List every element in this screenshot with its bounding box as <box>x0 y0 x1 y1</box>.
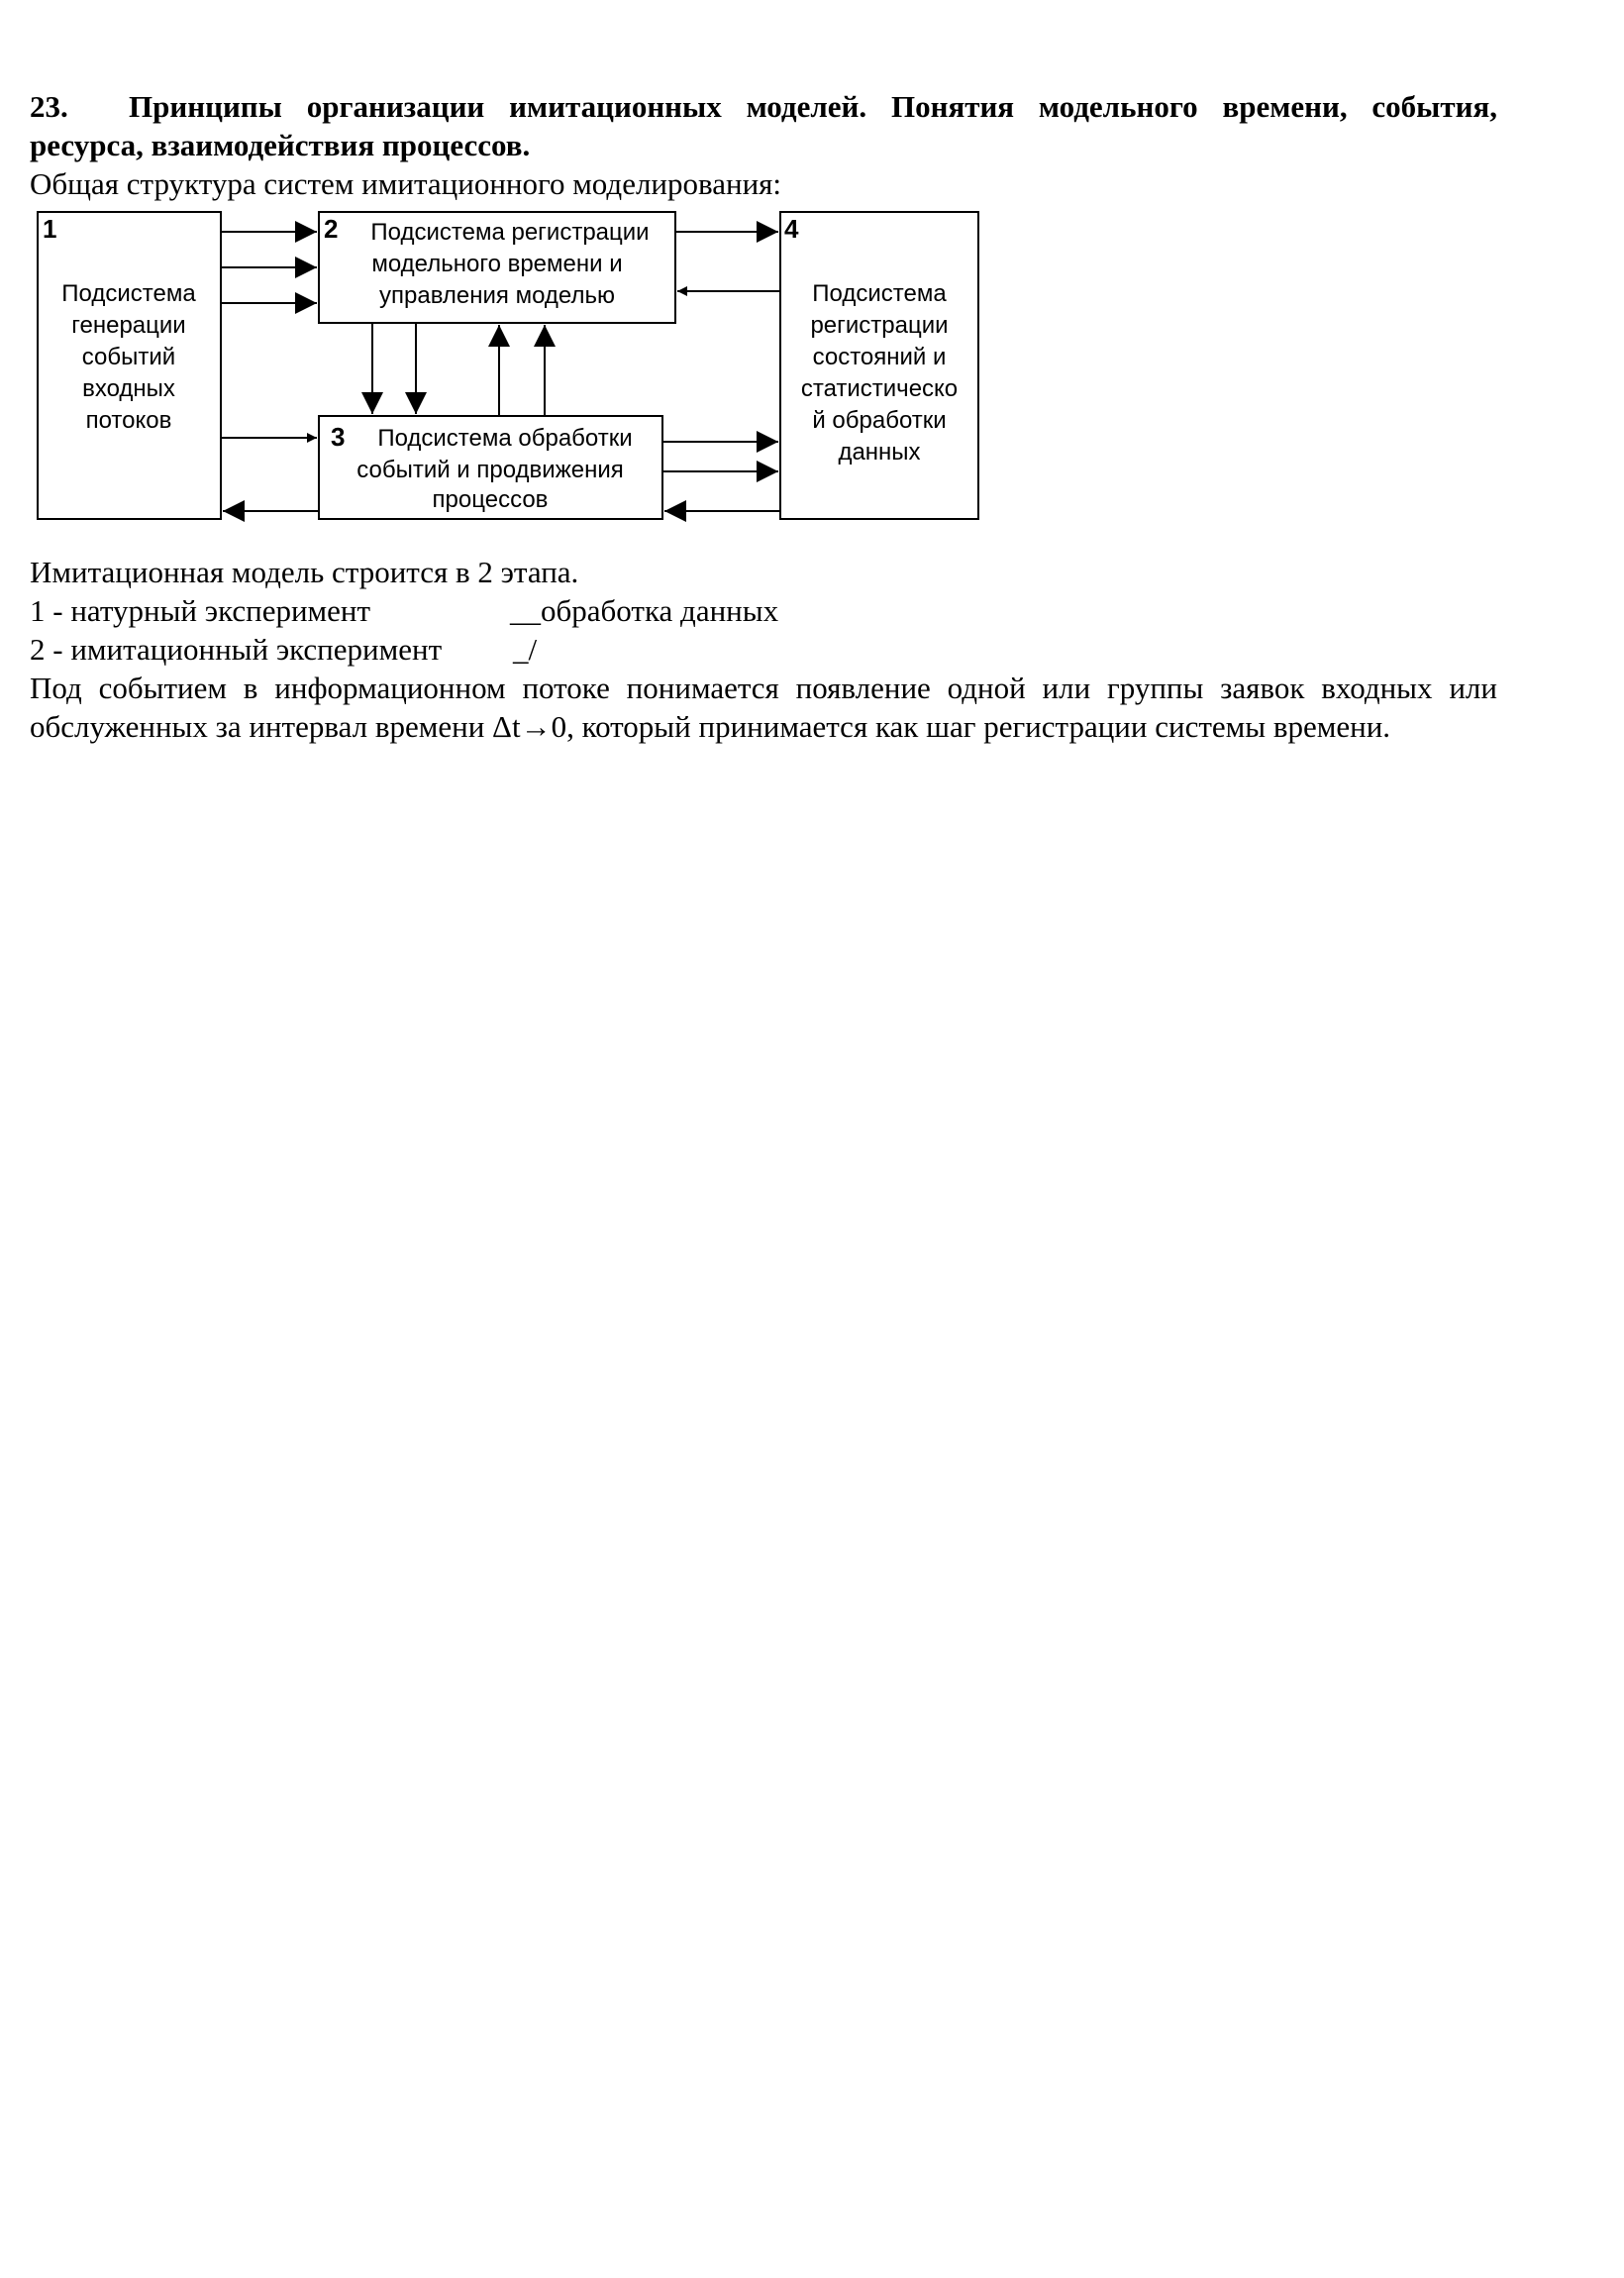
event-definition-paragraph: Под событием в информационном потоке пон… <box>30 671 1497 744</box>
box-2-line-3: управления моделью <box>379 282 615 309</box>
box-4-line-5: й обработки <box>812 407 946 434</box>
structure-diagram: 1 Подсистема генерации событий входных п… <box>37 211 979 522</box>
stage-1: 1 - натурный эксперимент __обработка дан… <box>30 591 1497 630</box>
section-title: Принципы организации имитационных моделе… <box>30 89 1497 162</box>
box-3 <box>318 415 663 520</box>
stage-1-label: 1 - натурный эксперимент <box>30 593 371 628</box>
diagram-caption: Общая структура систем имитационного мод… <box>30 166 782 201</box>
box-4-number: 4 <box>784 214 799 244</box>
body-text: Имитационная модель строится в 2 этапа. … <box>30 553 1497 746</box>
box-4-line-3: состояний и <box>813 344 947 370</box>
box-1-line-4: входных <box>82 375 175 402</box>
section-number: 23. <box>30 89 68 124</box>
box-1-line-3: событий <box>82 344 175 370</box>
box-3-line-1: Подсистема обработки <box>377 425 632 452</box>
box-1-line-2: генерации <box>71 312 185 339</box>
box-2-line-2: модельного времени и <box>371 251 622 277</box>
box-4-line-6: данных <box>838 439 920 466</box>
box-3-line-2: событий и продвижения <box>356 457 624 483</box>
stage-2-note: _/ <box>513 632 538 667</box>
box-3-line-3: процессов <box>433 486 549 513</box>
box-4 <box>779 211 979 520</box>
stage-1-note: __обработка данных <box>510 593 779 628</box>
box-4-line-1: Подсистема <box>812 280 947 307</box>
box-1-line-5: потоков <box>86 407 172 434</box>
section-heading: 23. Принципы организации имитационных мод… <box>30 87 1497 164</box>
box-1-number: 1 <box>43 214 56 244</box>
box-1-line-1: Подсистема <box>61 280 196 307</box>
box-1 <box>37 211 222 520</box>
box-2-number: 2 <box>324 214 338 244</box>
box-2 <box>318 211 676 324</box>
box-2-line-1: Подсистема регистрации <box>370 219 649 246</box>
box-3-number: 3 <box>331 422 345 452</box>
stages-intro: Имитационная модель строится в 2 этапа. <box>30 555 579 589</box>
stage-2-label: 2 - имитационный эксперимент <box>30 632 443 667</box>
box-4-line-2: регистрации <box>810 312 948 339</box>
box-4-line-4: статистическо <box>801 375 958 402</box>
stage-2: 2 - имитационный эксперимент _/ <box>30 630 1497 669</box>
